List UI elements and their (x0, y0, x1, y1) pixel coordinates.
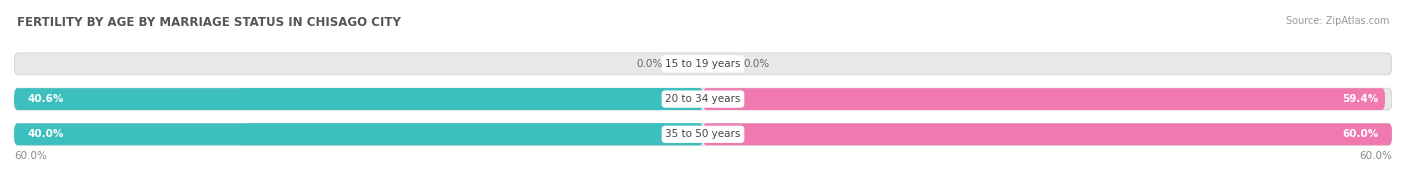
Text: 15 to 19 years: 15 to 19 years (665, 59, 741, 69)
Text: 40.0%: 40.0% (28, 129, 65, 139)
FancyBboxPatch shape (14, 123, 1392, 145)
Text: FERTILITY BY AGE BY MARRIAGE STATUS IN CHISAGO CITY: FERTILITY BY AGE BY MARRIAGE STATUS IN C… (17, 16, 401, 29)
Text: 59.4%: 59.4% (1341, 94, 1378, 104)
Text: 0.0%: 0.0% (637, 59, 662, 69)
Text: Source: ZipAtlas.com: Source: ZipAtlas.com (1285, 16, 1389, 26)
Text: 0.0%: 0.0% (744, 59, 769, 69)
Text: 40.6%: 40.6% (28, 94, 65, 104)
FancyBboxPatch shape (14, 88, 703, 110)
Text: 20 to 34 years: 20 to 34 years (665, 94, 741, 104)
FancyBboxPatch shape (14, 88, 1392, 110)
FancyBboxPatch shape (236, 88, 703, 110)
Text: 60.0%: 60.0% (14, 151, 46, 161)
Text: 60.0%: 60.0% (1341, 129, 1378, 139)
FancyBboxPatch shape (14, 123, 703, 145)
Text: 35 to 50 years: 35 to 50 years (665, 129, 741, 139)
FancyBboxPatch shape (243, 123, 703, 145)
FancyBboxPatch shape (703, 88, 1385, 110)
FancyBboxPatch shape (14, 53, 1392, 75)
FancyBboxPatch shape (703, 123, 1392, 145)
Text: 60.0%: 60.0% (1360, 151, 1392, 161)
